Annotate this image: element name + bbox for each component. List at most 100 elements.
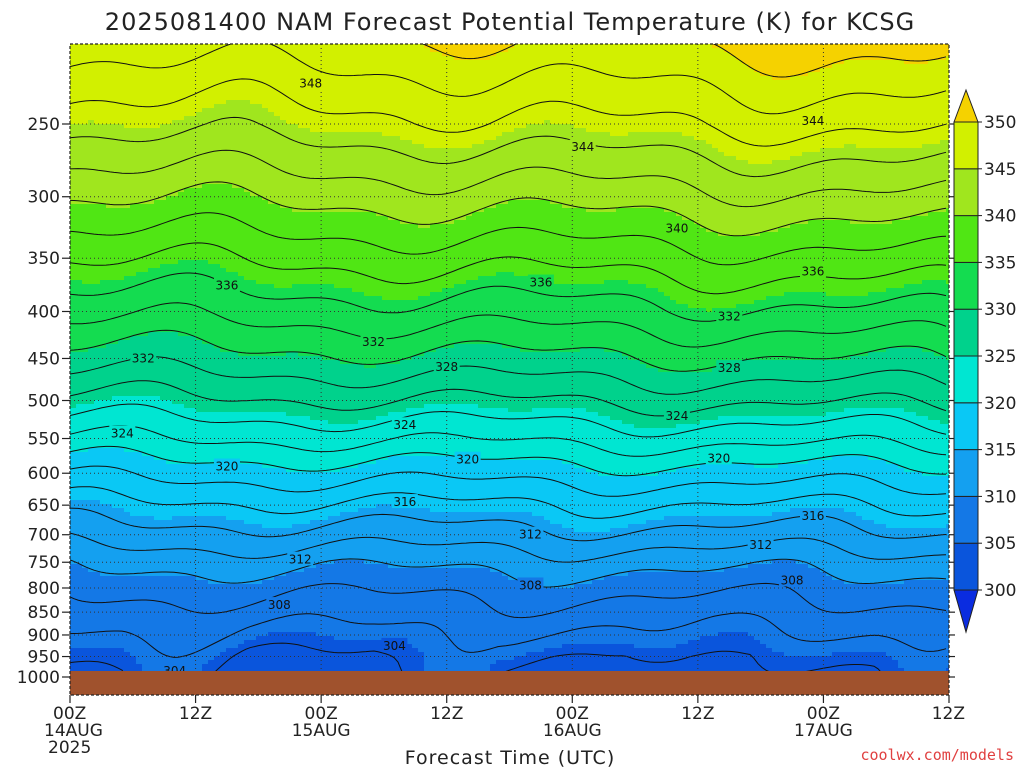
fill-cell — [454, 60, 461, 149]
fill-cell — [796, 464, 803, 509]
fill-cell — [634, 360, 641, 429]
fill-cell — [406, 408, 413, 457]
fill-cell — [592, 348, 599, 413]
contour-label-text: 312 — [519, 528, 542, 542]
fill-cell — [460, 512, 467, 569]
fill-cell — [730, 516, 737, 569]
contour-line-306 — [70, 612, 947, 658]
fill-cell — [658, 208, 665, 293]
fill-cell — [736, 304, 743, 365]
colorbar-box — [953, 215, 979, 263]
fill-cell — [856, 456, 863, 517]
fill-cell — [100, 280, 107, 349]
fill-cell — [622, 356, 629, 425]
fill-cell — [940, 356, 947, 425]
fill-cell — [502, 132, 509, 205]
fill-cell — [202, 44, 209, 109]
fill-cell — [292, 472, 299, 525]
fill-cell — [94, 348, 101, 401]
fill-cell — [160, 264, 167, 333]
contour-label-text: 312 — [289, 553, 312, 567]
fill-cell — [196, 516, 203, 581]
fill-cell — [526, 512, 533, 589]
fill-cell — [538, 200, 545, 281]
fill-cell — [562, 408, 569, 465]
credit-link[interactable]: coolwx.com/models — [860, 746, 1014, 764]
fill-cell — [388, 568, 395, 641]
fill-cell — [520, 44, 527, 129]
contour-label: 320 — [454, 451, 481, 467]
fill-cell — [886, 224, 893, 289]
fill-cell — [712, 464, 719, 517]
fill-cell — [304, 632, 311, 695]
contour-label-bg — [527, 274, 554, 289]
fill-cell — [238, 644, 245, 695]
fill-cell — [724, 568, 731, 633]
contour-label-bg — [779, 572, 806, 587]
fill-cell — [298, 356, 305, 417]
fill-cell — [454, 344, 461, 405]
fill-cell — [478, 44, 485, 61]
fill-cell — [418, 408, 425, 457]
fill-cell — [154, 460, 161, 521]
fill-cell — [910, 44, 917, 65]
fill-cell — [262, 636, 269, 695]
fill-cell — [916, 216, 923, 285]
fill-cell — [142, 204, 149, 273]
fill-cell — [850, 224, 857, 297]
fill-cell — [886, 148, 893, 225]
fill-cell — [910, 348, 917, 413]
fill-cell — [196, 44, 203, 113]
fill-cell — [718, 308, 725, 369]
fill-cell — [844, 60, 851, 145]
fill-cell — [286, 528, 293, 573]
fill-cell — [754, 44, 761, 73]
fill-cell — [562, 208, 569, 285]
fill-cell — [136, 128, 143, 205]
fill-cell — [262, 44, 269, 109]
fill-cell — [784, 292, 791, 361]
fill-cell — [154, 128, 161, 201]
fill-cell — [904, 44, 911, 65]
fill-cell — [382, 504, 389, 565]
fill-cell — [568, 208, 575, 285]
fill-cell — [838, 508, 845, 581]
fill-cell — [712, 420, 719, 465]
fill-cell — [220, 464, 227, 517]
fill-cell — [946, 208, 949, 285]
fill-cell — [688, 468, 695, 517]
fill-cell — [478, 60, 485, 145]
fill-cell — [118, 44, 125, 125]
fill-cell — [268, 632, 275, 695]
fill-cell — [766, 564, 773, 649]
fill-cell — [778, 44, 785, 81]
fill-cell — [100, 504, 107, 577]
fill-cell — [682, 644, 689, 695]
fill-cell — [166, 196, 173, 265]
fill-cell — [484, 460, 491, 513]
fill-cell — [748, 564, 755, 637]
fill-cell — [148, 44, 155, 129]
fill-cell — [778, 160, 785, 229]
fill-cell — [190, 336, 197, 409]
fill-cell — [310, 356, 317, 421]
contour-label-text: 320 — [707, 451, 730, 465]
fill-cell — [388, 640, 395, 695]
fill-cell — [430, 512, 437, 569]
fill-cell — [544, 352, 551, 409]
fill-cell — [376, 564, 383, 641]
contour-label-text: 312 — [749, 538, 772, 552]
fill-cell — [946, 476, 949, 525]
fill-cell — [304, 568, 311, 633]
fill-cell — [616, 476, 623, 529]
fill-cell — [490, 44, 497, 57]
fill-cell — [562, 352, 569, 409]
fill-cell — [226, 352, 233, 413]
fill-cell — [904, 472, 911, 529]
fill-cell — [520, 276, 527, 353]
fill-cell — [544, 520, 551, 589]
fill-cell — [622, 644, 629, 695]
y-axis: 2503003504004505005506006507007508008509… — [17, 115, 955, 688]
fill-cell — [832, 220, 839, 297]
fill-cell — [250, 412, 257, 465]
